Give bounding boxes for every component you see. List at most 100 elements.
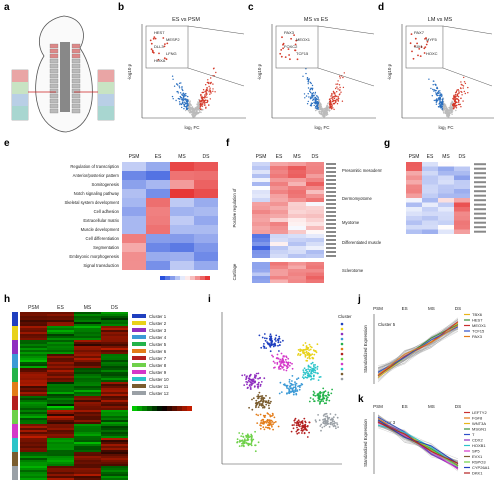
- tsne-point: [270, 400, 272, 403]
- volcano-point: [191, 113, 194, 115]
- heatmap-cell: [74, 314, 101, 316]
- volcano-point: [333, 102, 336, 105]
- tsne-point: [257, 372, 260, 375]
- tsne-point: [253, 376, 256, 379]
- tsne-point: [275, 334, 278, 337]
- heatmap-cell: [270, 166, 288, 170]
- tsne-point: [303, 417, 306, 420]
- heatmap-cell: [101, 374, 128, 376]
- volcano-point: [179, 102, 181, 105]
- inset-point: [284, 56, 287, 58]
- heatmap-cell: [20, 440, 47, 442]
- heatmap-cell: [252, 170, 270, 174]
- heatmap-cell: [20, 388, 47, 390]
- tsne-point: [245, 381, 248, 383]
- heatmap-cell: [146, 216, 170, 225]
- tsne-point: [258, 391, 261, 394]
- gene-label-placeholder: [326, 239, 336, 241]
- gene-label-placeholder: [326, 243, 336, 245]
- panel-label-k: k: [358, 394, 364, 405]
- heatmap-cell: [252, 206, 270, 210]
- volcano-point: [212, 90, 214, 93]
- cluster-band: [12, 344, 18, 346]
- heatmap-cell: [20, 462, 47, 464]
- heatmap-cell: [252, 186, 270, 190]
- heatmap-cell: [47, 368, 74, 370]
- inset-point: [290, 37, 292, 40]
- legend-dot: [340, 367, 344, 371]
- tsne-point: [286, 361, 289, 364]
- heatmap-cell: [101, 436, 128, 438]
- heatmap-cell: [20, 334, 47, 336]
- heatmap-cell: [454, 166, 470, 171]
- tsne-point: [306, 374, 309, 377]
- heatmap-cell: [20, 384, 47, 386]
- tsne-point: [309, 397, 312, 399]
- go-term-label: Notch signaling pathway: [74, 191, 120, 196]
- volcano-point: [180, 82, 182, 84]
- tsne-point: [325, 402, 327, 405]
- volcano-point: [433, 90, 435, 92]
- heatmap-cell: [270, 265, 288, 269]
- heatmap-cell: [422, 207, 438, 212]
- volcano-point: [336, 91, 338, 93]
- volcano-point: [207, 79, 209, 81]
- gene-label-placeholder: [474, 226, 486, 229]
- inset-point: [418, 48, 421, 50]
- tsne-point: [314, 350, 317, 353]
- volcano-point: [454, 99, 456, 102]
- volcano-point: [327, 106, 330, 109]
- heatmap-cell: [20, 318, 47, 320]
- volcano-point: [320, 110, 323, 113]
- cluster-band: [12, 424, 18, 426]
- heatmap-cell: [406, 202, 422, 207]
- volcano-point: [343, 72, 345, 74]
- heatmap-cell: [47, 372, 74, 374]
- heatmap-cell: [20, 478, 47, 480]
- heatmap-cell: [20, 438, 47, 440]
- tsne-point: [308, 353, 311, 355]
- volcano-point: [453, 102, 455, 105]
- volcano-point: [332, 107, 334, 109]
- volcano-point: [439, 100, 441, 102]
- volcano-point: [329, 100, 332, 102]
- heatmap-cell: [20, 368, 47, 370]
- tsne-point: [273, 416, 276, 419]
- y-axis-label: -log10 p: [127, 63, 132, 80]
- heatmap-cell: [101, 452, 128, 454]
- group-label: Presomitic mesoderm: [342, 168, 382, 173]
- heatmap-cell: [20, 326, 47, 328]
- tsne-point: [306, 348, 309, 351]
- heatmap-cell: [438, 180, 454, 185]
- tsne-point: [268, 397, 271, 399]
- volcano-point: [336, 103, 339, 105]
- heatmap-cell: [270, 174, 288, 178]
- cluster-band: [12, 450, 18, 452]
- heatmap-cell: [74, 454, 101, 456]
- tsne-point: [261, 419, 263, 421]
- volcano-point: [336, 98, 338, 100]
- tsne-point: [264, 420, 267, 423]
- tsne-point: [287, 357, 290, 360]
- heatmap-cell: [20, 448, 47, 450]
- volcano-point: [196, 110, 198, 112]
- tsne-point: [270, 419, 273, 422]
- heatmap-cell: [74, 462, 101, 464]
- heatmap-cell: [74, 330, 101, 332]
- heatmap-cell: [101, 478, 128, 480]
- volcano-point: [454, 95, 456, 98]
- volcano-point: [460, 97, 462, 100]
- heatmap-cell: [20, 348, 47, 350]
- volcano-point: [309, 90, 311, 93]
- cluster-band: [12, 356, 18, 358]
- heatmap-cell: [101, 366, 128, 368]
- heatmap-cell: [306, 226, 324, 230]
- heatmap-cell: [101, 312, 128, 314]
- heatmap-cell: [438, 175, 454, 180]
- heatmap-cell: [47, 330, 74, 332]
- legend-dot: [340, 327, 344, 331]
- heatmap-cell: [438, 225, 454, 230]
- volcano-point: [181, 86, 183, 88]
- heatmap-cell: [47, 350, 74, 352]
- heatmap-cell: [438, 229, 454, 234]
